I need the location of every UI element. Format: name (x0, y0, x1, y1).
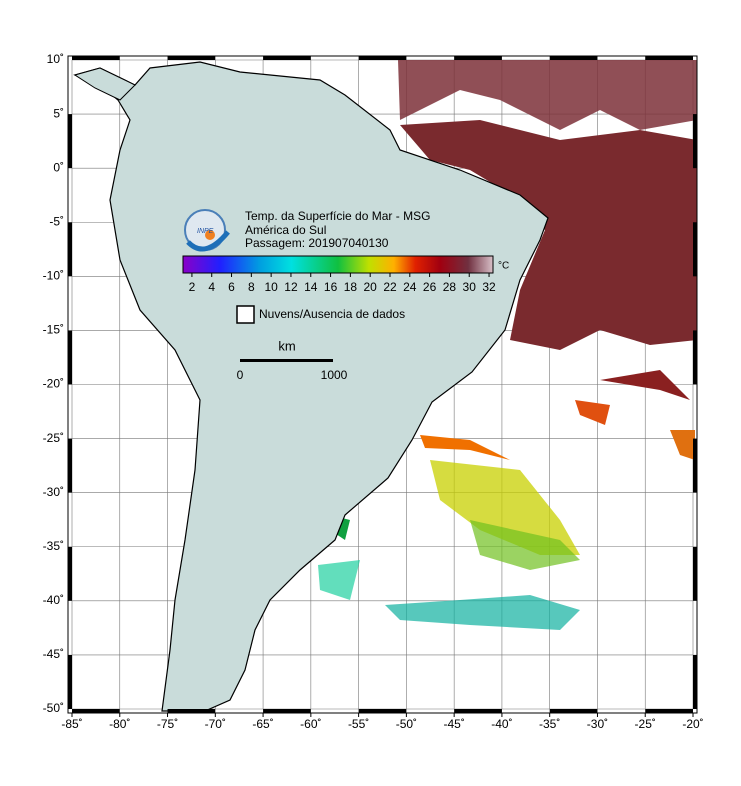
y-tick-label: -20˚ (43, 377, 64, 391)
colorbar-tick-label: 30 (463, 280, 477, 294)
x-tick-label: -50˚ (396, 717, 417, 731)
scale-bar (240, 359, 333, 362)
sst-patch (398, 60, 697, 130)
colorbar-tick-label: 22 (383, 280, 397, 294)
frame-segment (645, 56, 693, 60)
y-tick-label: -35˚ (43, 539, 64, 553)
y-tick-label: -5˚ (49, 214, 64, 228)
sst-patch (575, 400, 610, 425)
x-tick-label: -55˚ (348, 717, 369, 731)
colorbar-tick-label: 24 (403, 280, 417, 294)
x-tick-label: -25˚ (635, 717, 656, 731)
colorbar-tick-label: 18 (344, 280, 358, 294)
no-data-swatch (236, 305, 255, 324)
sst-patch (385, 595, 580, 630)
sst-patch (400, 120, 697, 350)
scale-unit: km (278, 338, 295, 353)
pass: Passagem: 201907040130 (245, 236, 389, 250)
frame-segment (454, 56, 502, 60)
central-america (73, 67, 136, 101)
colorbar-tick-label: 12 (284, 280, 298, 294)
sst-patch (600, 370, 690, 400)
colorbar-tick-label: 26 (423, 280, 437, 294)
colorbar-tick-label: 32 (482, 280, 496, 294)
sst-data (318, 60, 697, 630)
frame-segment (693, 546, 697, 601)
colorbar-tick-label: 10 (264, 280, 278, 294)
y-tick-label: -15˚ (43, 323, 64, 337)
y-tick-label: 5˚ (53, 106, 64, 120)
frame-segment (645, 709, 693, 713)
title: Temp. da Superfície do Mar - MSG (245, 209, 430, 223)
frame-segment (167, 56, 216, 60)
y-tick-label: -40˚ (43, 593, 64, 607)
y-tick-label: -10˚ (43, 269, 64, 283)
frame-segment (358, 56, 407, 60)
sst-patch (670, 430, 695, 460)
frame-segment (358, 709, 407, 713)
frame-segment (68, 654, 72, 709)
frame-segment (72, 709, 120, 713)
frame-segment (72, 56, 120, 60)
colorbar-tick-label: 2 (189, 280, 196, 294)
colorbar-tick-label: 4 (208, 280, 215, 294)
frame-segment (167, 709, 216, 713)
logo-text: INPE (197, 228, 214, 235)
y-tick-label: 0˚ (53, 160, 64, 174)
x-tick-label: -35˚ (539, 717, 560, 731)
x-tick-label: -20˚ (682, 717, 703, 731)
colorbar-tick-label: 20 (364, 280, 378, 294)
y-tick-label: -30˚ (43, 485, 64, 499)
colorbar-tick-label: 28 (443, 280, 457, 294)
y-tick-label: -25˚ (43, 431, 64, 445)
frame (67, 55, 698, 714)
x-tick-label: -70˚ (205, 717, 226, 731)
frame-segment (68, 438, 72, 493)
x-tick-label: -60˚ (300, 717, 321, 731)
x-tick-label: -80˚ (109, 717, 130, 731)
logo-arc (186, 230, 230, 252)
frame-segment (549, 56, 598, 60)
subtitle: América do Sul (245, 223, 326, 237)
x-tick-label: -40˚ (491, 717, 512, 731)
colorbar-tick-label: 8 (248, 280, 255, 294)
y-tick-label: -50˚ (43, 701, 64, 715)
frame-segment (263, 709, 311, 713)
x-tick-label: -65˚ (252, 717, 273, 731)
frame-segment (693, 654, 697, 709)
sst-patch (318, 560, 360, 600)
colorbar-tick-label: 14 (304, 280, 318, 294)
x-tick-label: -85˚ (61, 717, 82, 731)
frame-segment (693, 330, 697, 385)
y-tick-label: 10˚ (47, 52, 64, 66)
sst-patch (420, 435, 510, 460)
no-data-legend: Nuvens/Ausencia de dados (259, 307, 405, 321)
x-tick-label: -75˚ (157, 717, 178, 731)
frame-segment (549, 709, 598, 713)
sst-patch (470, 520, 580, 570)
frame-segment (68, 222, 72, 277)
x-tick-label: -30˚ (587, 717, 608, 731)
frame-segment (263, 56, 311, 60)
sst-patch (430, 460, 580, 555)
colorbar-tick-label: 16 (324, 280, 338, 294)
colorbar (182, 255, 494, 274)
frame-segment (454, 709, 502, 713)
colorbar-unit: °C (498, 261, 509, 272)
frame-segment (68, 330, 72, 385)
x-tick-label: -45˚ (443, 717, 464, 731)
scale-label: 1000 (321, 368, 348, 382)
frame-segment (693, 222, 697, 277)
frame-segment (68, 114, 72, 169)
frame-segment (68, 546, 72, 601)
logo-dot (205, 230, 215, 240)
colorbar-tick-label: 6 (228, 280, 235, 294)
scale-label: 0 (237, 368, 244, 382)
frame-segment (693, 114, 697, 169)
frame-segment (693, 438, 697, 493)
y-tick-label: -45˚ (43, 647, 64, 661)
